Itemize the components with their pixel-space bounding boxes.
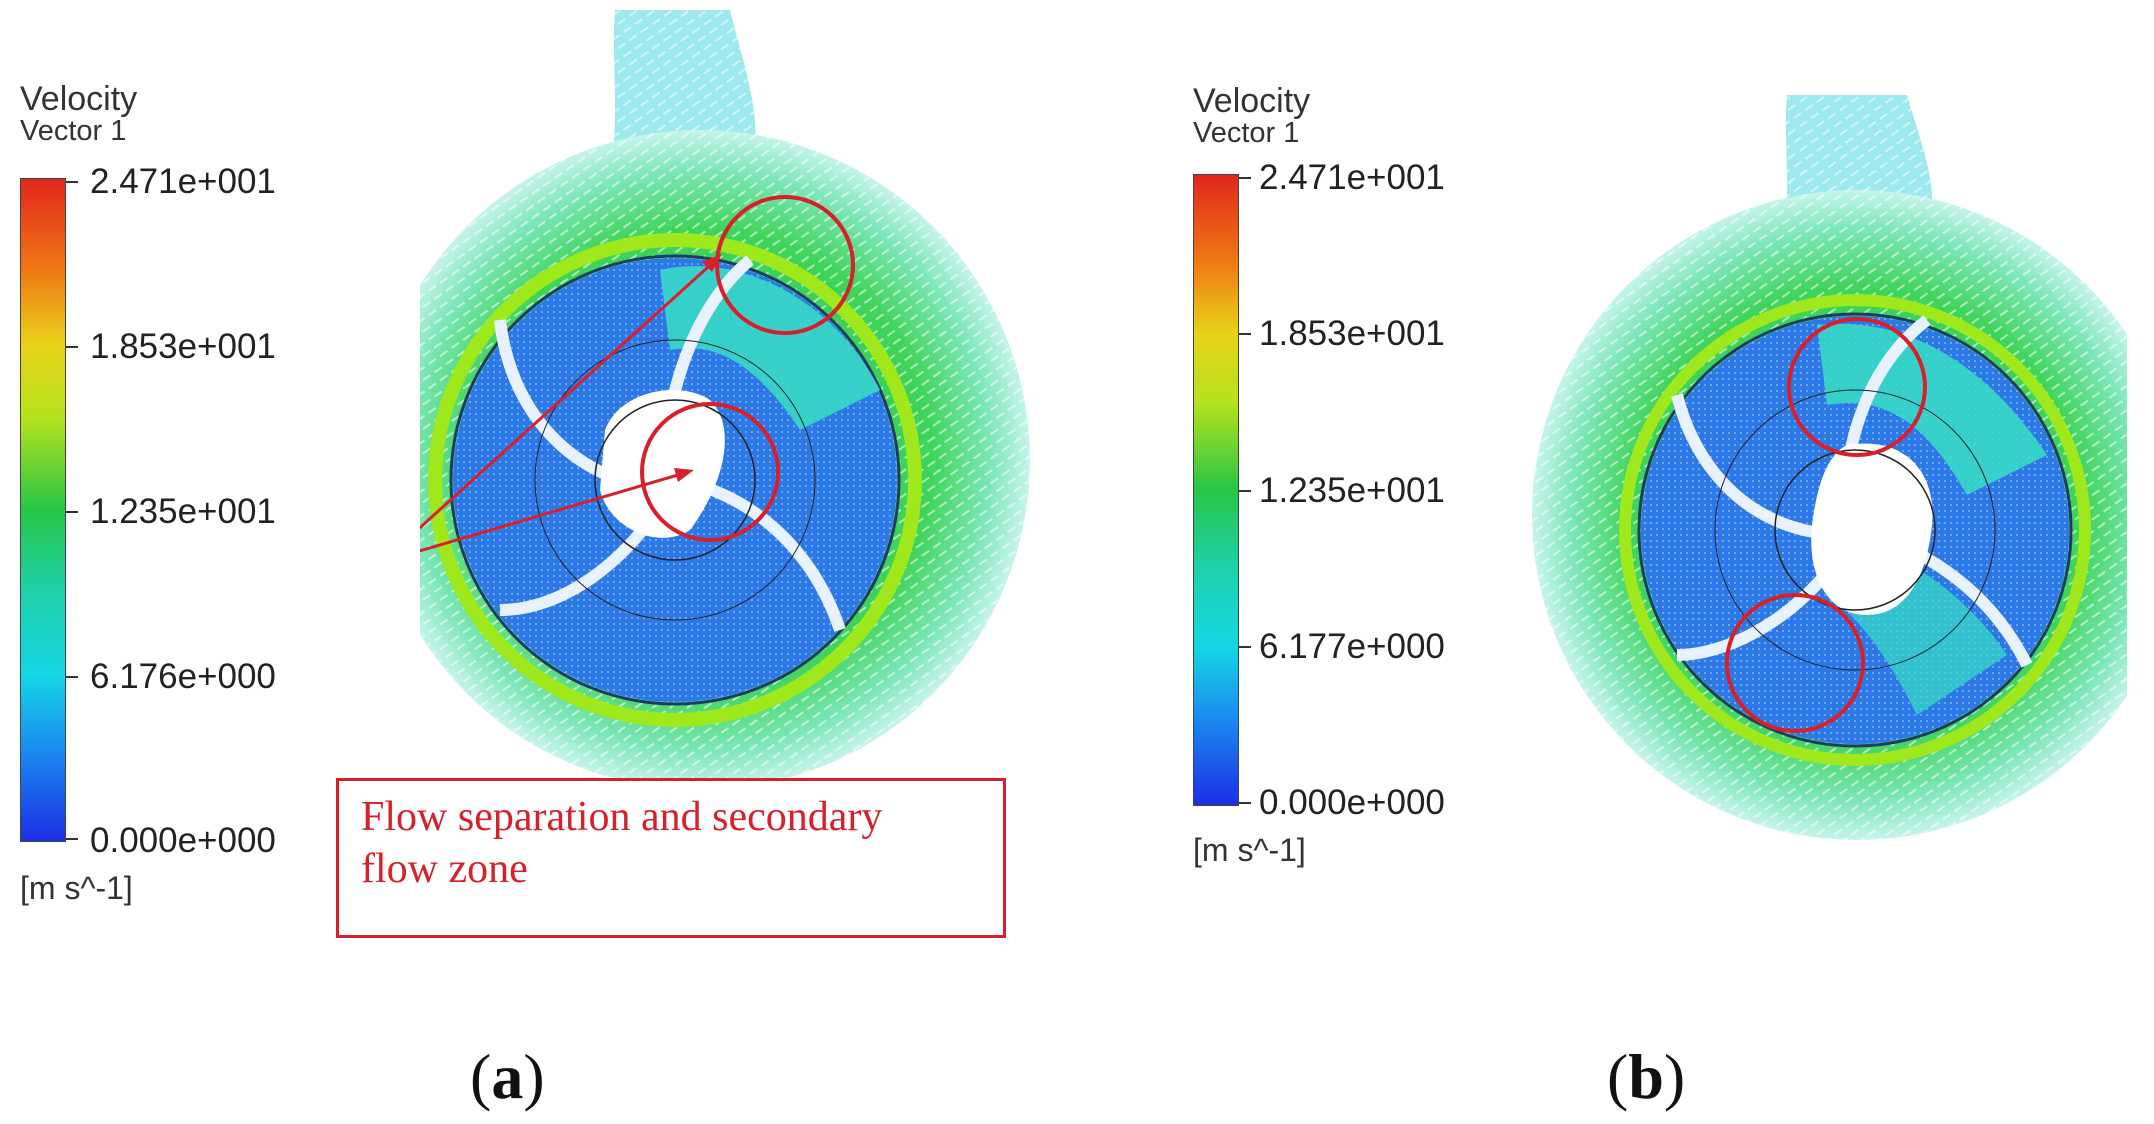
tick-mark [66,838,78,840]
legend-units: [m s^-1] [1193,832,1306,868]
annotation-box: Flow separation and secondary flow zone [336,778,1006,938]
annotation-line-1: Flow separation and secondary [361,794,883,840]
tick-label: 1.235e+001 [90,492,276,531]
tick-mark [1239,802,1251,804]
tick-label: 1.853e+001 [1259,314,1445,353]
impeller-ring [1619,294,2091,766]
legend-units: [m s^-1] [20,870,133,906]
tick-label-max: 2.471e+001 [1259,158,1445,197]
tick-mark [66,181,78,183]
tick-label-min: 0.000e+000 [90,821,276,860]
tick-label: 1.235e+001 [1259,471,1445,510]
highlight-circle [715,195,855,335]
tick-mark [1239,177,1251,179]
tick-label: 6.176e+000 [90,657,276,696]
colorbar [1193,174,1239,806]
tick-mark [66,511,78,513]
highlight-circle [1787,317,1927,457]
panel-b: Velocity Vector 1 2.471e+001 1.853e+001 … [1077,0,2154,1124]
panel-label-a: (a) [470,1041,545,1112]
tick-mark [66,346,78,348]
velocity-field-b [1487,95,2127,875]
annotation-arrow [420,470,689,553]
annotation-line-2: flow zone [361,846,528,892]
tick-mark [1239,646,1251,648]
tick-label: 1.853e+001 [90,327,276,366]
panel-label-b: (b) [1607,1041,1686,1112]
legend-title: Velocity Vector 1 [20,80,138,147]
panel-a: Velocity Vector 1 2.471e+001 1.853e+001 … [20,10,1040,1112]
impeller-hub [600,390,725,538]
tick-mark [1239,490,1251,492]
tick-mark [1239,333,1251,335]
annotation-arrow [420,256,720,530]
tick-label-max: 2.471e+001 [90,162,276,201]
legend-title: Velocity Vector 1 [1193,82,1311,149]
highlight-circle [640,402,780,542]
tick-label-min: 0.000e+000 [1259,783,1445,822]
highlight-circle [1725,593,1865,733]
velocity-field-a [420,10,1040,790]
impeller-ring [428,233,922,727]
colorbar [20,178,66,842]
tick-label: 6.177e+000 [1259,627,1445,666]
impeller-hub [1811,443,1933,615]
tick-mark [66,676,78,678]
